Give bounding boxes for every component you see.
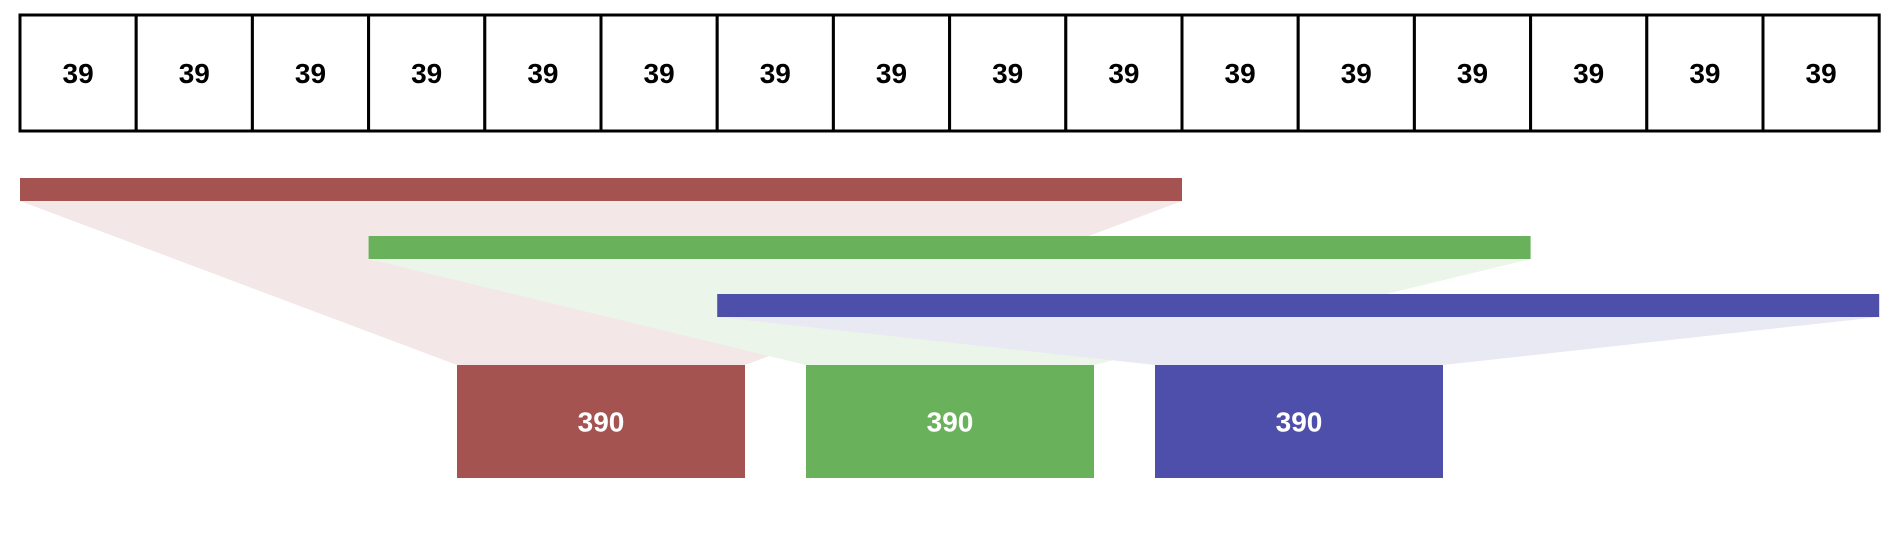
fan-connectors — [20, 201, 1880, 365]
input-cell — [134, 13, 254, 133]
input-cell-value: 39 — [63, 58, 94, 89]
input-cell-value: 39 — [179, 58, 210, 89]
input-cell — [1645, 13, 1765, 133]
window-fan-connector — [717, 317, 1880, 365]
input-cell-value: 39 — [1689, 58, 1720, 89]
input-cell-value: 39 — [1225, 58, 1256, 89]
input-cell-value: 39 — [1341, 58, 1372, 89]
output-box — [1155, 365, 1443, 478]
input-cell — [18, 13, 138, 133]
input-cell-value: 39 — [1573, 58, 1604, 89]
input-cell-value: 39 — [876, 58, 907, 89]
output-boxes: 390 390 390 — [457, 365, 1443, 478]
input-cell-value: 39 — [644, 58, 675, 89]
window-bar — [20, 178, 1182, 201]
input-cell — [1412, 13, 1533, 133]
output-value: 390 — [1276, 407, 1323, 438]
input-cell-value: 39 — [527, 58, 558, 89]
input-cell — [1296, 13, 1416, 133]
input-cell-value: 39 — [1457, 58, 1488, 89]
input-cells-row: 39 39 39 39 39 39 39 39 39 39 39 39 39 39 39 39 — [18, 13, 1881, 133]
output-value: 390 — [927, 407, 974, 438]
input-cell-value: 39 — [760, 58, 791, 89]
input-cell-value: 39 — [992, 58, 1023, 89]
output-value: 390 — [578, 407, 625, 438]
output-box — [806, 365, 1094, 478]
input-cell — [1180, 13, 1300, 133]
input-cell — [715, 13, 835, 133]
input-cell — [1529, 13, 1649, 133]
input-cell — [599, 13, 719, 133]
input-cell — [1761, 13, 1881, 133]
input-cell — [831, 13, 952, 133]
window-bar — [368, 236, 1531, 259]
input-cell-value: 39 — [1108, 58, 1139, 89]
input-cell — [948, 13, 1068, 133]
input-cell-value: 39 — [295, 58, 326, 89]
output-box — [457, 365, 745, 478]
input-cell-value: 39 — [411, 58, 442, 89]
window-bar — [717, 294, 1880, 317]
window-bars — [20, 178, 1880, 317]
input-cell-value: 39 — [1806, 58, 1837, 89]
